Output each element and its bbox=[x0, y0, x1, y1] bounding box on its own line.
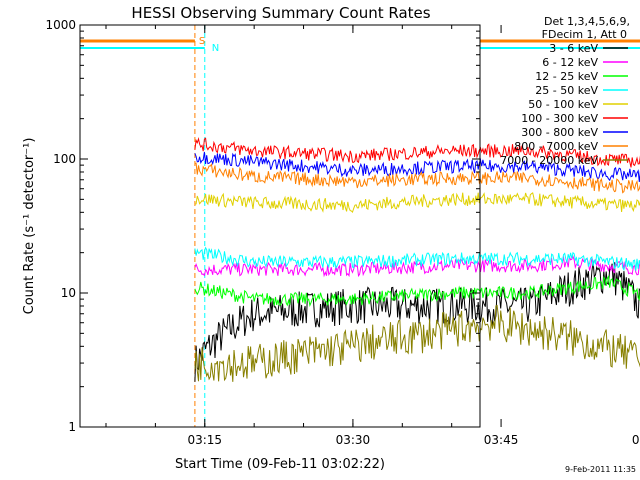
y-tick-label: 1 bbox=[68, 420, 76, 434]
legend-label-1: 3 - 6 keV bbox=[549, 42, 598, 55]
flag-label-n: N bbox=[212, 43, 219, 54]
x-tick-label: 03:45 bbox=[484, 433, 519, 447]
x-axis-label: Start Time (09-Feb-11 03:02:22) bbox=[175, 457, 385, 472]
legend-label-8: 800 - 7000 keV bbox=[514, 140, 598, 153]
series-line-9 bbox=[194, 304, 640, 382]
legend-label-7: 300 - 800 keV bbox=[521, 126, 598, 139]
legend-header-line-2: FDecim 1, Att 0 bbox=[542, 28, 627, 41]
legend-label-9: 7000 - 20000 keV bbox=[500, 154, 598, 167]
legend-label-2: 6 - 12 keV bbox=[542, 56, 598, 69]
y-axis: 1 10 100 1000 bbox=[45, 18, 480, 434]
data-layer: SN bbox=[80, 25, 640, 427]
y-axis-label: Count Rate (s⁻¹ detector⁻¹) bbox=[22, 138, 37, 315]
series-line-6 bbox=[194, 136, 640, 168]
series-line-1 bbox=[194, 261, 640, 382]
y-tick-label: 100 bbox=[53, 152, 76, 166]
series-line-3 bbox=[194, 274, 640, 307]
legend-label-4: 25 - 50 keV bbox=[535, 84, 598, 97]
legend-label-6: 100 - 300 keV bbox=[521, 112, 598, 125]
x-tick-label: 03:15 bbox=[187, 433, 222, 447]
series-line-7 bbox=[194, 151, 640, 182]
series-line-4 bbox=[194, 246, 640, 272]
series-line-2 bbox=[194, 255, 640, 278]
chart-title: HESSI Observing Summary Count Rates bbox=[131, 4, 430, 22]
y-tick-label: 1000 bbox=[45, 18, 76, 32]
timestamp: 9-Feb-2011 11:35 bbox=[565, 465, 636, 474]
legend-label-3: 12 - 25 keV bbox=[535, 70, 598, 83]
legend-header-line-1: Det 1,3,4,5,6,9, bbox=[544, 15, 630, 28]
x-tick-label: 04:00 bbox=[632, 433, 640, 447]
y-tick-label: 10 bbox=[61, 286, 76, 300]
series-line-5 bbox=[194, 192, 640, 214]
plot-frame bbox=[79, 24, 481, 428]
flag-label-s: S bbox=[199, 36, 205, 47]
legend-label-5: 50 - 100 keV bbox=[528, 98, 598, 111]
legend: Det 1,3,4,5,6,9, FDecim 1, Att 0 3 - 6 k… bbox=[500, 15, 630, 167]
series-line-8 bbox=[194, 162, 640, 194]
x-tick-label: 03:30 bbox=[336, 433, 371, 447]
